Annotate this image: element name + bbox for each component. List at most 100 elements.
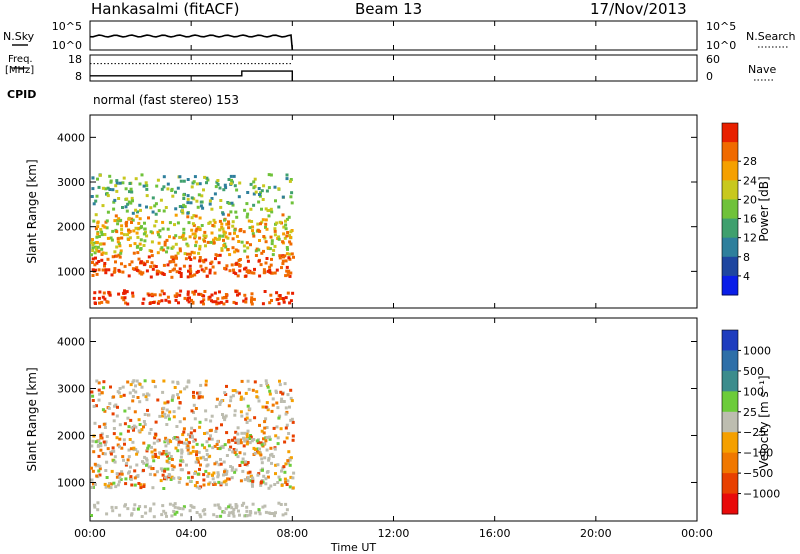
velocity-pixel <box>187 433 190 437</box>
power-pixel <box>103 264 106 268</box>
xtick-label: 00:00 <box>74 527 106 540</box>
power-pixel <box>93 245 97 249</box>
power-pixel <box>145 184 149 188</box>
velocity-pixel <box>226 477 230 481</box>
velocity-pixel <box>142 441 146 445</box>
velocity-pixel <box>172 465 176 469</box>
velocity-pixel <box>90 486 94 489</box>
power-pixel <box>101 186 105 190</box>
velocity-pixel <box>247 387 251 391</box>
velocity-pixel <box>128 470 131 474</box>
velocity-pixel <box>288 458 292 462</box>
power-pixel <box>266 246 270 250</box>
power-pixel <box>100 233 104 237</box>
power-pixel <box>258 274 262 278</box>
velocity-pixel <box>238 464 242 467</box>
power-pixel <box>162 185 166 189</box>
power-pixel <box>126 202 130 206</box>
power-pixel <box>115 254 119 258</box>
velocity-pixel <box>218 403 222 406</box>
power-pixel <box>181 209 184 213</box>
power-pixel <box>288 240 292 244</box>
velocity-pixel <box>260 457 264 461</box>
power-pixel <box>210 231 214 235</box>
velocity-pixel <box>279 400 283 403</box>
velocity-pixel <box>272 426 276 430</box>
velocity-pixel <box>240 503 244 507</box>
power-pixel <box>214 257 217 261</box>
velocity-colorbar-segment <box>722 391 738 413</box>
velocity-pixel <box>153 436 157 440</box>
velocity-pixel <box>246 429 250 433</box>
power-pixel <box>174 242 178 246</box>
power-colorbar-segment <box>722 161 738 181</box>
power-pixel <box>231 224 235 228</box>
velocity-pixel <box>278 414 282 418</box>
power-pixel <box>114 184 118 188</box>
velocity-pixel <box>128 438 132 441</box>
power-pixel <box>282 225 286 229</box>
velocity-pixel <box>127 406 131 410</box>
power-pixel <box>150 292 154 296</box>
velocity-pixel <box>231 394 235 398</box>
velocity-pixel <box>103 443 107 447</box>
power-pixel <box>121 206 124 209</box>
power-pixel <box>130 217 134 221</box>
power-pixel <box>233 250 237 254</box>
velocity-pixel <box>177 443 180 447</box>
power-pixel <box>267 186 271 190</box>
power-pixel <box>190 196 194 200</box>
power-pixel <box>207 297 211 301</box>
power-pixel <box>136 244 140 248</box>
power-pixel <box>174 263 178 267</box>
velocity-pixel <box>169 478 173 481</box>
velocity-pixel <box>129 383 133 387</box>
power-pixel <box>277 205 281 209</box>
nsearch-label: N.Search <box>746 30 796 43</box>
power-pixel <box>218 290 221 294</box>
velocity-pixel <box>175 436 179 440</box>
velocity-pixel <box>142 461 146 465</box>
velocity-pixel <box>224 479 228 483</box>
power-pixel <box>220 222 224 226</box>
power-pixel <box>111 229 115 233</box>
velocity-pixel <box>121 385 125 389</box>
power-pixel <box>188 272 192 276</box>
power-pixel <box>191 222 195 226</box>
velocity-pixel <box>241 457 245 461</box>
power-pixel <box>182 179 186 183</box>
velocity-pixel <box>91 399 95 402</box>
power-pixel <box>139 238 143 242</box>
power-pixel <box>288 234 291 238</box>
power-pixel <box>237 263 241 266</box>
velocity-pixel <box>281 513 285 517</box>
velocity-pixel <box>239 438 243 442</box>
velocity-pixel <box>132 424 136 428</box>
power-pixel <box>94 199 98 203</box>
power-pixel <box>252 203 256 207</box>
velocity-pixel <box>217 463 221 467</box>
power-pixel <box>155 184 159 188</box>
power-pixel <box>269 293 273 297</box>
power-pixel <box>288 274 292 278</box>
velocity-pixel <box>172 476 176 480</box>
power-pixel <box>95 235 99 239</box>
power-pixel <box>94 213 98 217</box>
velocity-pixel <box>291 434 295 438</box>
power-pixel <box>242 299 246 303</box>
power-pixel <box>251 229 254 233</box>
power-pixel <box>221 227 225 231</box>
velocity-pixel <box>165 459 169 463</box>
power-pixel <box>204 244 207 248</box>
power-pixel <box>225 264 229 268</box>
velocity-pixel <box>102 422 106 426</box>
velocity-pixel <box>187 471 191 475</box>
velocity-pixel <box>131 399 135 403</box>
power-pixel <box>127 216 131 220</box>
power-pixel <box>286 247 289 251</box>
power-pixel <box>289 195 293 199</box>
power-pixel <box>196 226 200 229</box>
velocity-pixel <box>286 461 290 465</box>
velocity-pixel <box>233 413 237 417</box>
power-pixel <box>172 260 176 264</box>
